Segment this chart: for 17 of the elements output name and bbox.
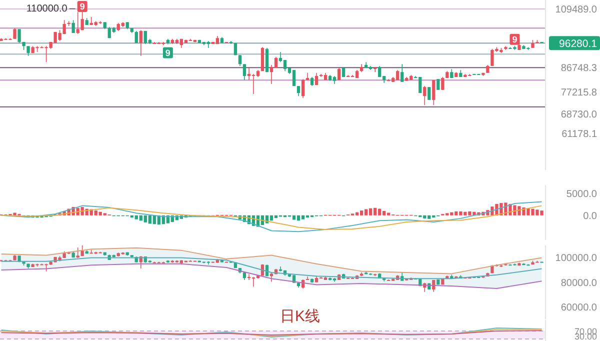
y-tick-label: 86748.3 (560, 63, 598, 74)
chart-title: 日K线 (280, 308, 320, 325)
annotation: 9 (80, 2, 85, 12)
y-tick-label: 109489.0 (555, 4, 598, 16)
y-tick-label: 30.00 (574, 332, 597, 341)
y-tick-label: 80000.0 (560, 278, 598, 289)
y-tick-label: 68730.0 (560, 110, 598, 121)
ref-line-label: 96280.1 (559, 38, 598, 50)
annotation: 9 (165, 48, 170, 58)
y-tick-label: 60000.0 (560, 302, 598, 314)
annotation: 9 (512, 34, 518, 44)
y-tick-label: 100000.0 (555, 253, 598, 264)
annotation: 110000.0 (26, 4, 68, 15)
y-tick-label: 61178.1 (562, 128, 598, 140)
y-tick-label: 5000.0 (566, 188, 598, 200)
y-tick-label: 0.0 (583, 210, 598, 222)
y-tick-label: 77215.8 (560, 88, 598, 99)
